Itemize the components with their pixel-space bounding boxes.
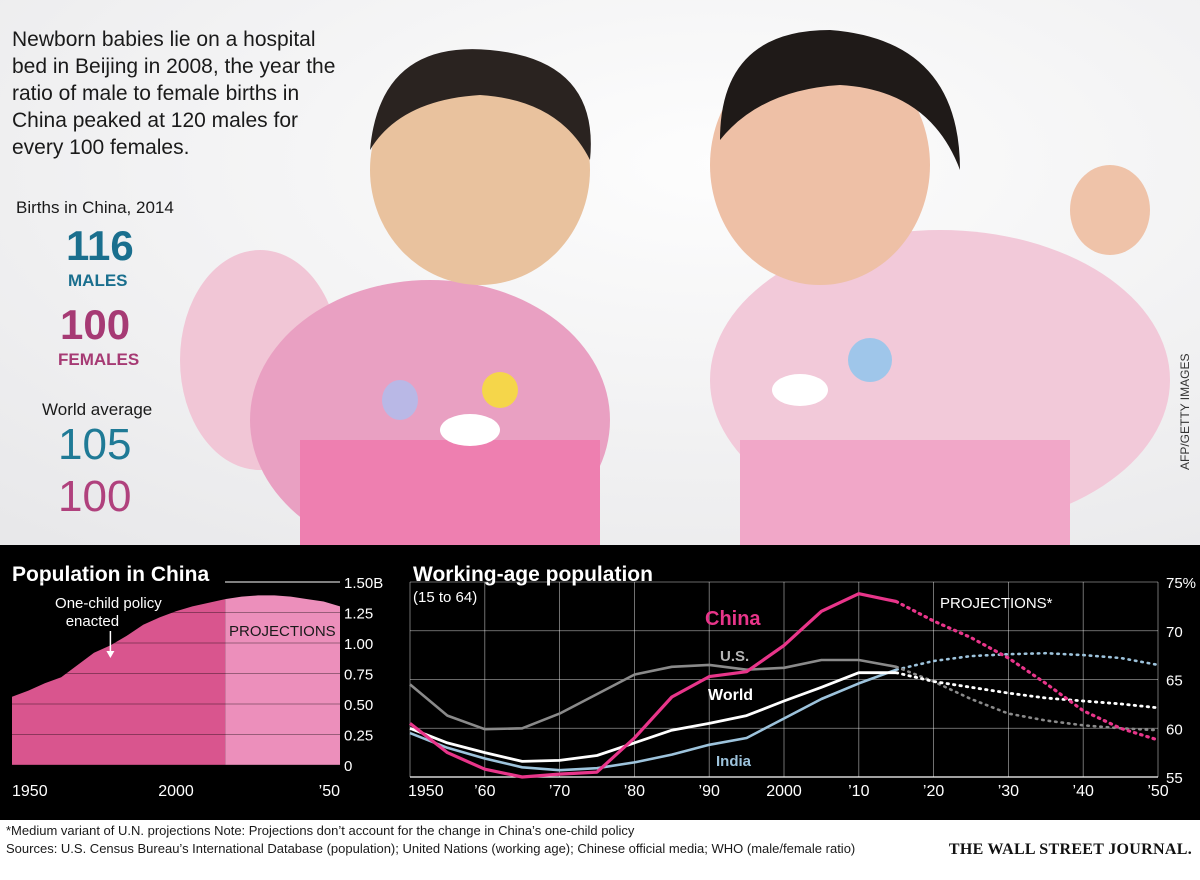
working-age-x-tick: ’90: [699, 783, 720, 800]
working-age-y-tick: 55: [1166, 770, 1183, 787]
babies-photo: [0, 0, 1200, 545]
working-age-subtitle: (15 to 64): [413, 589, 477, 606]
world-average-title: World average: [42, 400, 153, 419]
females-value: 100: [60, 301, 131, 348]
population-chart-title: Population in China: [12, 563, 209, 586]
working-age-y-tick: 65: [1166, 673, 1183, 690]
charts-panel: Population in China 0 0.25 0.50 0.75 1.00 1.25…: [0, 545, 1200, 820]
population-x-tick: ’50: [319, 783, 340, 800]
working-age-y-tick: 75%: [1166, 575, 1196, 592]
population-x-tick: 1950: [12, 783, 48, 800]
working-age-x-tick: 2000: [766, 783, 802, 800]
males-value: 116: [66, 222, 134, 269]
working-age-x-tick: ’50: [1147, 783, 1168, 800]
photo-caption: Newborn babies lie on a hospital bed in …: [12, 28, 336, 159]
sources: Sources: U.S. Census Bureau’s Internatio…: [6, 841, 856, 856]
population-y-tick: 0.25: [344, 728, 373, 745]
females-label: FEMALES: [58, 350, 140, 369]
world-series-label: World: [708, 687, 753, 704]
annotation-arrow-head: [106, 651, 115, 658]
world-males-value: 105: [58, 420, 132, 469]
working-age-x-tick: ’70: [549, 783, 570, 800]
working-age-x-tick: ’80: [624, 783, 645, 800]
population-y-tick: 0.50: [344, 697, 373, 714]
working-age-x-tick: 1950: [408, 783, 444, 800]
working-age-x-tick: ’20: [923, 783, 944, 800]
working-age-title: Working-age population: [413, 563, 653, 586]
working-age-projections-label: PROJECTIONS*: [940, 595, 1053, 612]
males-label: MALES: [68, 271, 128, 290]
working-age-y-tick: 60: [1166, 721, 1183, 738]
population-y-tick: 1.00: [344, 636, 373, 653]
one-child-annotation-line2: enacted: [66, 613, 119, 630]
charts-svg: Population in China 0 0.25 0.50 0.75 1.00 1.25…: [12, 563, 1196, 800]
working-age-x-tick: ’10: [848, 783, 869, 800]
births-title: Births in China, 2014: [16, 198, 174, 217]
china-series-label: China: [705, 608, 761, 630]
india-projection-line: [894, 651, 1160, 671]
world-line: [409, 671, 897, 763]
us-projection-line: [894, 665, 1160, 732]
population-projections-label: PROJECTIONS: [229, 623, 336, 640]
china-line: [409, 592, 897, 779]
india-series-label: India: [716, 753, 752, 770]
footnote: *Medium variant of U.N. projections Note…: [6, 823, 635, 838]
us-line: [409, 658, 897, 731]
population-area-historical: [12, 599, 226, 765]
population-y-tick: 1.50B: [344, 575, 383, 592]
china-projection-line: [894, 599, 1160, 742]
working-age-x-tick: ’60: [474, 783, 495, 800]
world-females-value: 100: [58, 472, 132, 521]
population-x-tick: 2000: [158, 783, 194, 800]
world-projection-line: [894, 671, 1160, 710]
population-y-tick: 0: [344, 758, 352, 775]
india-line: [409, 668, 897, 772]
us-series-label: U.S.: [720, 648, 749, 665]
photo-credit: AFP/GETTY IMAGES: [1178, 353, 1192, 470]
working-age-y-tick: 70: [1166, 624, 1183, 641]
one-child-annotation-line1: One-child policy: [55, 595, 162, 612]
population-area-projection: [225, 595, 340, 765]
working-age-x-tick: ’30: [998, 783, 1019, 800]
population-y-tick: 0.75: [344, 667, 373, 684]
working-age-x-tick: ’40: [1073, 783, 1094, 800]
publisher-logo: THE WALL STREET JOURNAL.: [948, 841, 1192, 858]
population-y-tick: 1.25: [344, 606, 373, 623]
